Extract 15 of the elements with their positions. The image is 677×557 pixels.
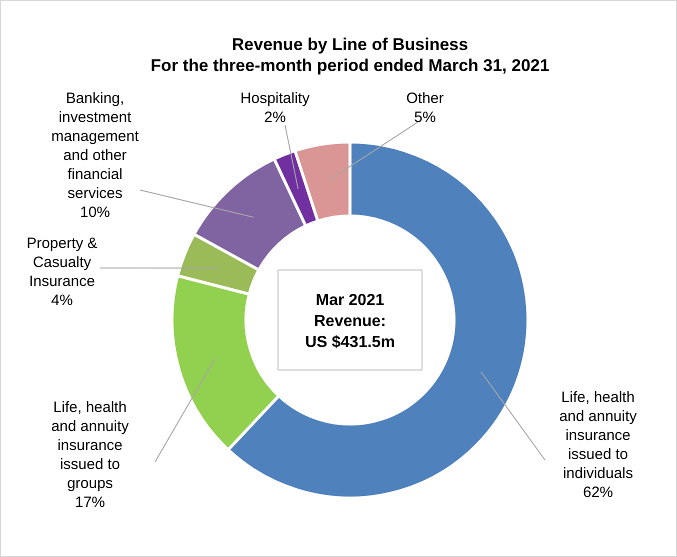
chart-title: Revenue by Line of Business xyxy=(232,35,468,54)
data-label: 4% xyxy=(51,292,73,309)
slice-label: Life, health and annuity insurance issued to individuals xyxy=(559,389,638,482)
chart-subtitle: For the three-month period ended March 31, 2021 xyxy=(150,56,550,75)
data-label: 10% xyxy=(80,204,110,221)
text: Mar 2021 Revenue: US $431.5m xyxy=(305,292,395,351)
slice-label: Property & Casualty Insurance xyxy=(26,235,98,290)
data-label: 5% xyxy=(414,109,436,126)
slice-label: Hospitality xyxy=(240,90,310,107)
slice-label: Banking, investment management and other financial services xyxy=(51,90,140,202)
slice-label: Other xyxy=(406,90,444,107)
data-label: 62% xyxy=(582,484,614,501)
data-label: 2% xyxy=(264,109,286,126)
slice-label: Life, health and annuity insurance issued to groups xyxy=(51,399,130,492)
data-label: 17% xyxy=(74,494,106,511)
